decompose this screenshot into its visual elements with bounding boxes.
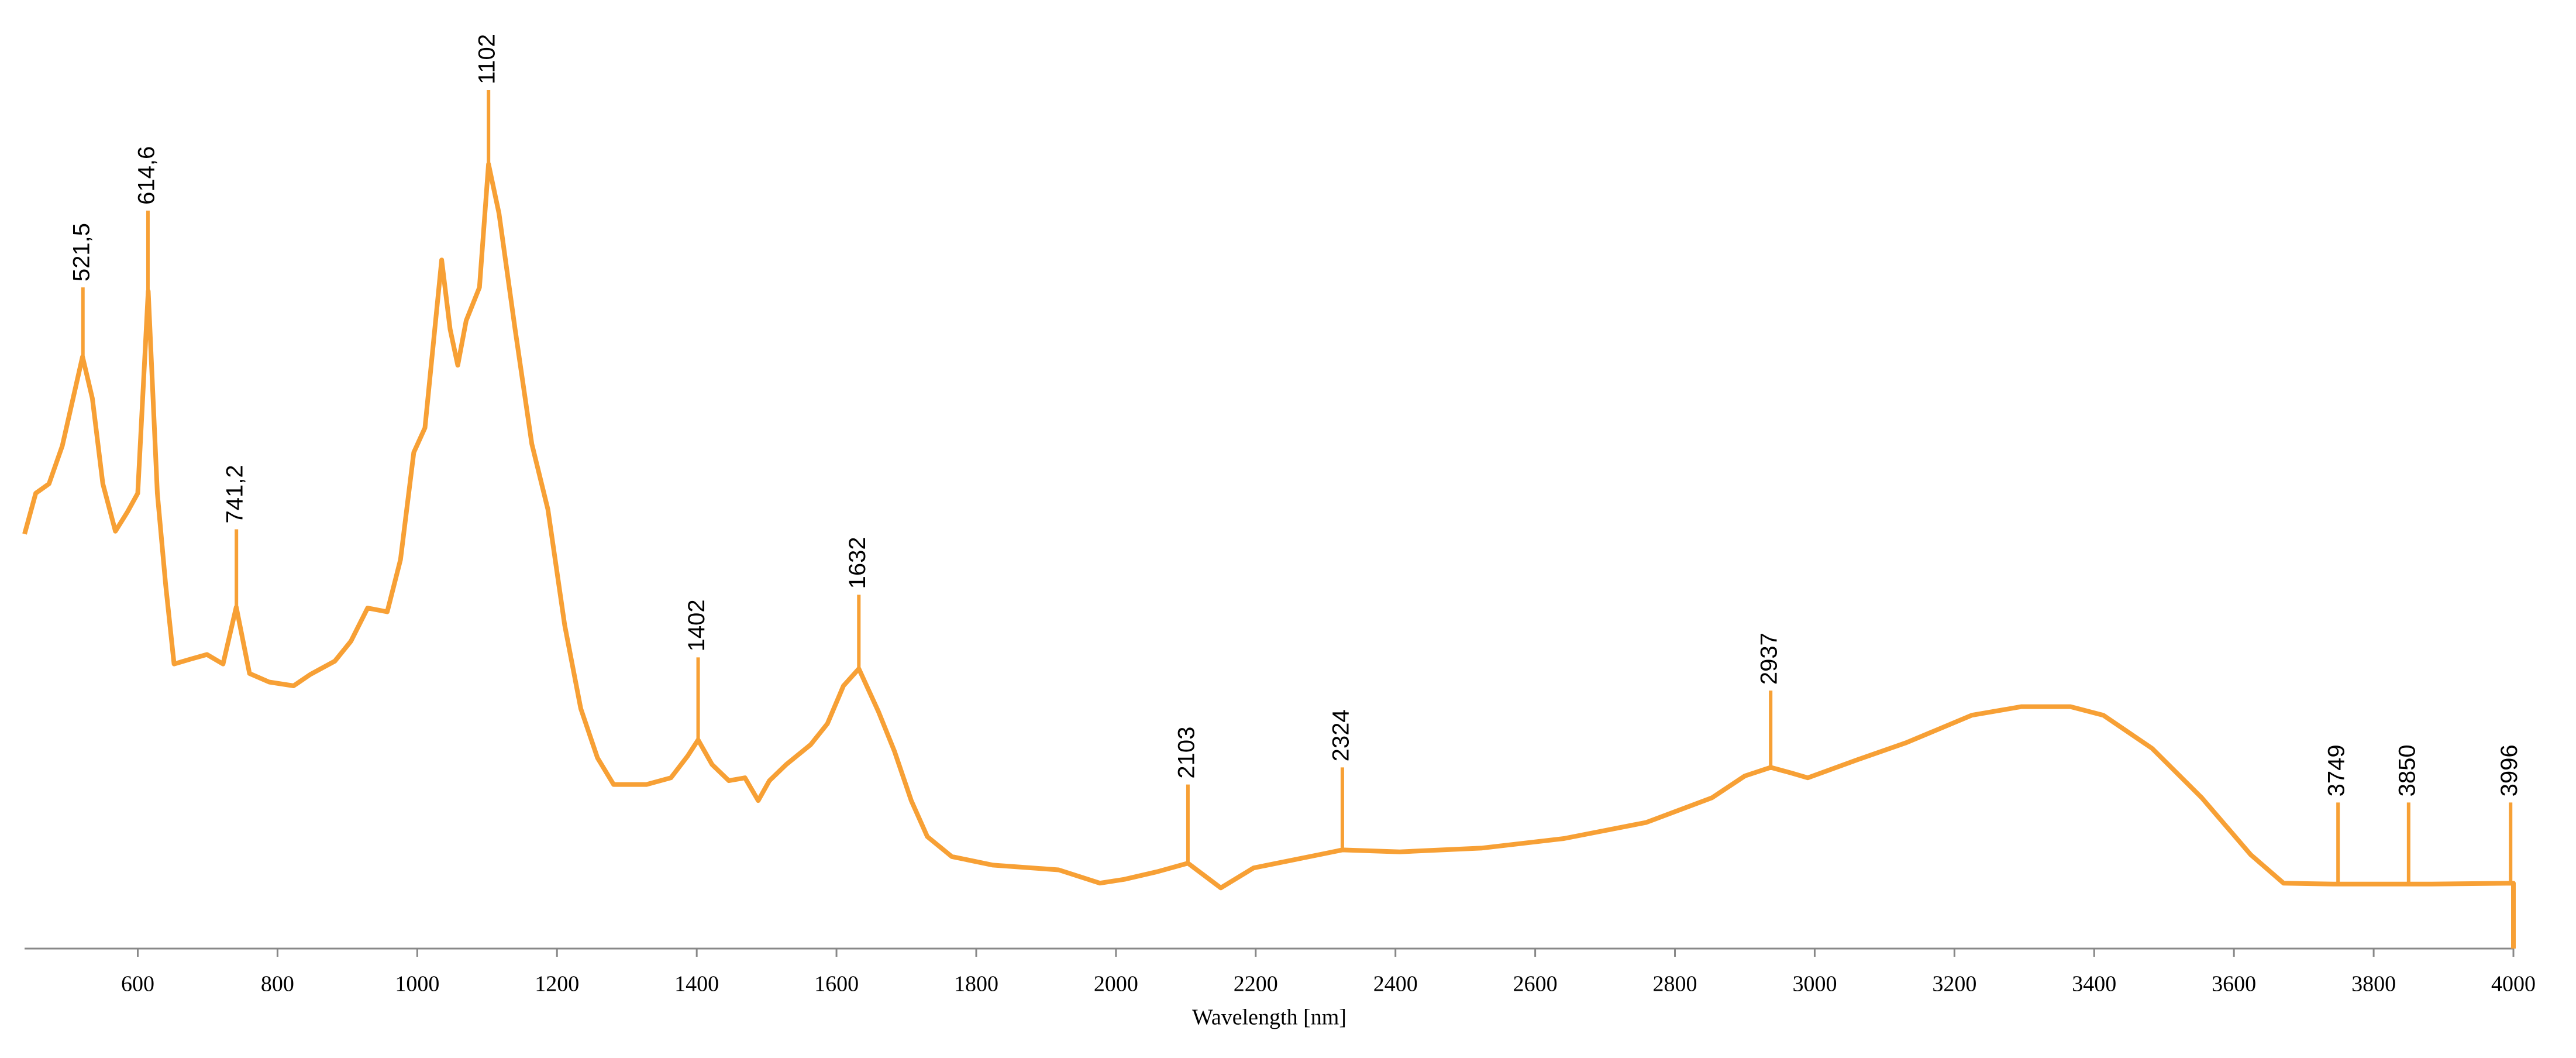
x-tick-label: 1800	[954, 972, 998, 997]
peak-label: 614,6	[134, 146, 160, 205]
peak-label: 521,5	[68, 223, 94, 281]
spectrum-line	[22, 162, 2516, 949]
x-tick-label: 2800	[1653, 972, 1697, 997]
peak-label: 1632	[845, 537, 870, 589]
x-tick-label: 3000	[1792, 972, 1837, 997]
peak-label: 2937	[1757, 633, 1782, 685]
x-tick-label: 3200	[1932, 972, 1976, 997]
x-tick-label: 800	[261, 972, 294, 997]
x-tick-label: 3600	[2212, 972, 2256, 997]
x-tick-label: 3400	[2072, 972, 2116, 997]
peak-label: 2103	[1173, 727, 1199, 779]
x-tick-label: 1600	[814, 972, 859, 997]
x-tick-label: 1200	[535, 972, 579, 997]
x-tick-label: 3800	[2351, 972, 2396, 997]
x-tick-label: 2200	[1234, 972, 1278, 997]
peak-label: 3749	[2324, 744, 2350, 796]
x-tick-label: 4000	[2491, 972, 2536, 997]
x-tick-label: 1400	[674, 972, 719, 997]
x-tick-label: 1000	[395, 972, 439, 997]
peak-label: 3850	[2394, 744, 2420, 796]
peak-label: 1402	[684, 599, 710, 651]
peak-label: 3996	[2496, 744, 2522, 796]
peak-label: 1102	[474, 34, 500, 84]
peak-label: 2324	[1328, 709, 1354, 761]
x-tick-label: 2400	[1373, 972, 1418, 997]
peak-label: 741,2	[222, 465, 248, 523]
x-axis-label: Wavelength [nm]	[1192, 1005, 1346, 1030]
x-tick-label: 2000	[1094, 972, 1138, 997]
x-tick-label: 600	[121, 972, 154, 997]
x-tick-label: 2600	[1513, 972, 1558, 997]
